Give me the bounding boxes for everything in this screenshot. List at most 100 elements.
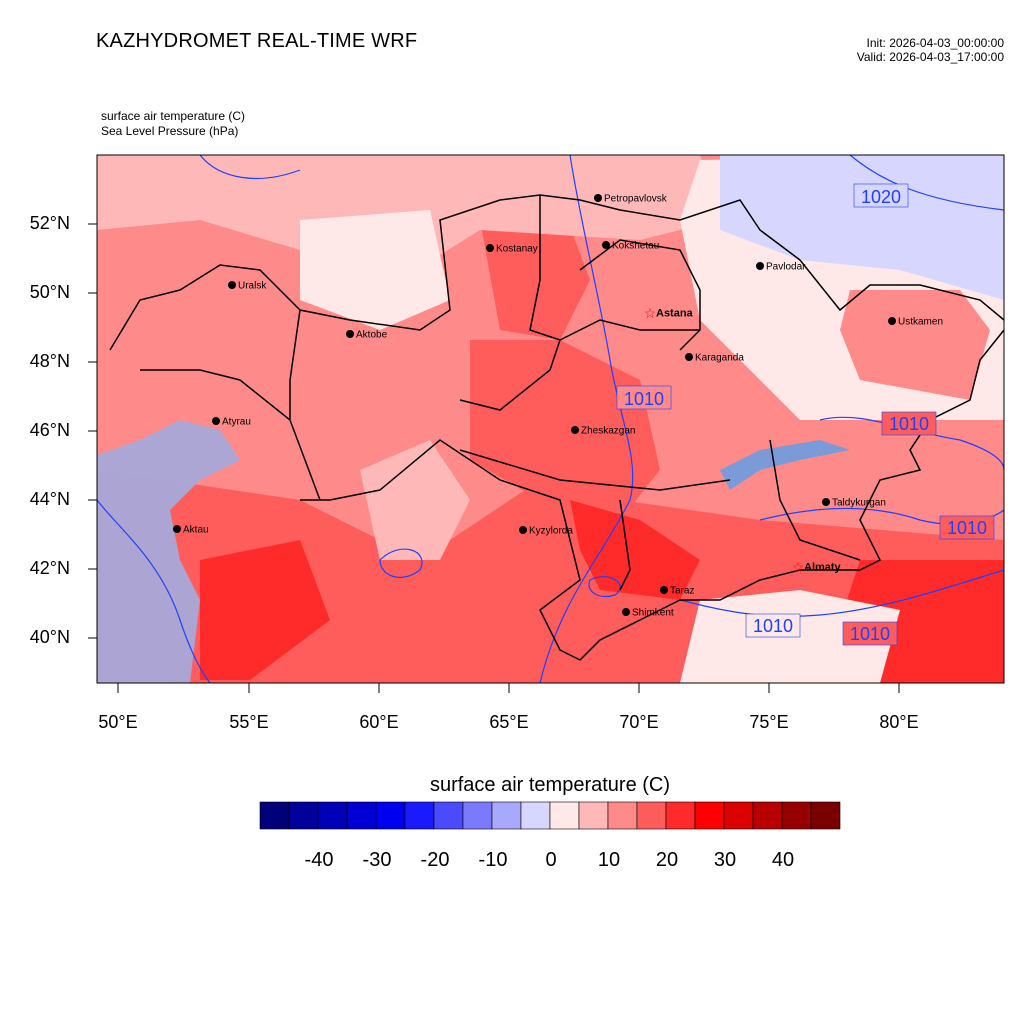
city-dot-icon bbox=[212, 417, 220, 425]
colorbar-label: -20 bbox=[420, 849, 450, 871]
colorbar-label: 0 bbox=[545, 849, 557, 871]
isobar-label-1010: 1010 bbox=[842, 621, 898, 646]
isobar-label-1010: 1010 bbox=[616, 385, 672, 410]
city-dot-icon bbox=[346, 330, 354, 338]
colorbar-swatch bbox=[375, 801, 406, 830]
oblast-border bbox=[529, 195, 561, 341]
city-dot-icon bbox=[622, 608, 630, 616]
colorbar-swatch bbox=[404, 801, 435, 830]
lon-label: 60°E bbox=[359, 712, 399, 732]
city-dot-icon bbox=[519, 526, 527, 534]
city-dot-icon bbox=[660, 586, 668, 594]
lat-label: 52°N bbox=[29, 213, 70, 233]
city-label: Aktobe bbox=[356, 330, 388, 341]
lat-label: 44°N bbox=[29, 489, 70, 509]
city-label: Taraz bbox=[670, 586, 694, 597]
city-atyrau: Atyrau bbox=[212, 417, 251, 428]
lon-ticks bbox=[117, 683, 900, 693]
isobar bbox=[539, 155, 634, 683]
svg-text:1010: 1010 bbox=[947, 518, 987, 538]
capital-star-icon: ☆ bbox=[792, 559, 805, 575]
svg-text:1020: 1020 bbox=[861, 187, 901, 207]
oblast-border bbox=[769, 439, 861, 561]
city-label: Shimkent bbox=[632, 608, 674, 619]
oblast-border bbox=[289, 309, 321, 501]
warm-zone-center bbox=[470, 340, 660, 520]
colorbar-swatch bbox=[462, 801, 493, 830]
city-dot-icon bbox=[486, 244, 494, 252]
isobar bbox=[199, 155, 301, 180]
oblast-border bbox=[579, 239, 701, 351]
isobar-label-1010: 1010 bbox=[881, 411, 937, 436]
lat-label: 46°N bbox=[29, 420, 70, 440]
colorbar-swatch bbox=[433, 801, 464, 830]
colorbar-swatch bbox=[665, 801, 696, 830]
city-taraz: Taraz bbox=[660, 586, 694, 597]
isobar bbox=[379, 548, 423, 578]
city-label: Uralsk bbox=[238, 281, 267, 292]
lon-label: 50°E bbox=[98, 712, 138, 732]
isobar bbox=[97, 499, 211, 683]
city-label: Kostanay bbox=[496, 244, 538, 255]
colorbar-swatch bbox=[752, 801, 783, 830]
colorbar-title: surface air temperature (C) bbox=[429, 774, 671, 796]
colorbar-swatch bbox=[259, 801, 290, 830]
city-almaty: ☆ Almaty bbox=[792, 559, 842, 575]
lat-label: 42°N bbox=[29, 558, 70, 578]
svg-text:1010: 1010 bbox=[624, 389, 664, 409]
lat-label: 40°N bbox=[29, 627, 70, 647]
run-time-info: Init: 2026-04-03_00:00:00 Valid: 2026-04… bbox=[857, 36, 1004, 64]
city-label: Karaganda bbox=[695, 353, 744, 364]
isobar-label-1010: 1010 bbox=[745, 613, 801, 638]
national-border bbox=[300, 329, 1004, 661]
city-aktobe: Aktobe bbox=[346, 330, 388, 341]
isobar bbox=[819, 416, 1004, 471]
city-shimkent: Shimkent bbox=[622, 608, 674, 619]
plot-frame bbox=[96, 154, 1005, 684]
colorbar-label: -40 bbox=[304, 849, 334, 871]
city-dot-icon bbox=[228, 281, 236, 289]
city-label: Astana bbox=[656, 308, 694, 320]
colorbar-swatch bbox=[549, 801, 580, 830]
city-karaganda: Karaganda bbox=[685, 353, 744, 364]
city-label: Petropavlovsk bbox=[604, 194, 668, 205]
city-dot-icon bbox=[571, 426, 579, 434]
city-petropavlovsk: Petropavlovsk bbox=[594, 194, 668, 205]
lat-label: 50°N bbox=[29, 282, 70, 302]
colorbar-swatch bbox=[317, 801, 348, 830]
city-label: Kyzylorda bbox=[529, 526, 573, 537]
colorbar-swatch bbox=[578, 801, 609, 830]
city-dot-icon bbox=[685, 353, 693, 361]
capital-star-icon: ☆ bbox=[644, 305, 657, 321]
svg-text:1010: 1010 bbox=[850, 624, 890, 644]
city-taldykurgan: Taldykurgan bbox=[822, 498, 886, 509]
city-zheskazgan: Zheskazgan bbox=[571, 426, 635, 437]
cool-zone-northwest bbox=[300, 210, 450, 330]
colorbar-swatch bbox=[694, 801, 725, 830]
city-dot-icon bbox=[594, 194, 602, 202]
city-label: Kokshetau bbox=[612, 241, 659, 252]
city-pavlodar: Pavlodar bbox=[756, 262, 806, 273]
borders bbox=[109, 194, 1004, 661]
colorbar-swatch bbox=[288, 801, 319, 830]
oblast-border bbox=[140, 369, 291, 421]
city-label: Almaty bbox=[804, 562, 842, 574]
map-title: KAZHYDROMET REAL-TIME WRF bbox=[96, 30, 418, 52]
colorbar-swatch bbox=[346, 801, 377, 830]
oblast-border bbox=[619, 499, 631, 591]
isobars bbox=[97, 155, 1004, 683]
city-label: Ustkamen bbox=[898, 317, 943, 328]
city-dot-icon bbox=[888, 317, 896, 325]
warm-zone-east bbox=[840, 290, 990, 400]
lake-balkhash bbox=[720, 440, 850, 490]
colorbar-swatch bbox=[810, 801, 841, 830]
lat-label: 48°N bbox=[29, 351, 70, 371]
city-dot-icon bbox=[173, 525, 181, 533]
isobar-label-1020: 1020 bbox=[853, 183, 909, 208]
city-label: Atyrau bbox=[222, 417, 251, 428]
isobar bbox=[588, 576, 621, 598]
city-label: Taldykurgan bbox=[832, 498, 886, 509]
lon-label: 80°E bbox=[879, 712, 919, 732]
colorbar bbox=[259, 801, 841, 830]
lat-ticks bbox=[88, 223, 97, 639]
